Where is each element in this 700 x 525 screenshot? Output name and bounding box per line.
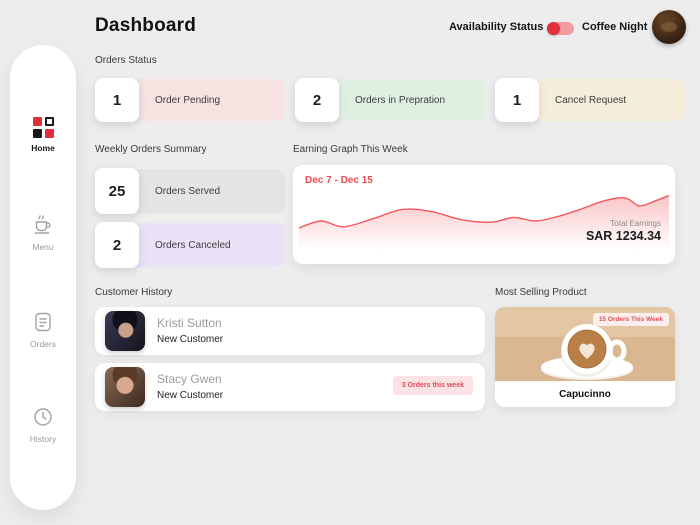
product-name: Capucinno [495,381,675,407]
most-selling-label: Most Selling Product [495,287,587,298]
cancel-request-count: 1 [495,78,539,122]
order-pending-card: 1 Order Pending [95,78,285,122]
customer-row[interactable]: Stacy Gwen New Customer 3 Orders this we… [95,363,485,411]
sidebar-item-history[interactable]: History [10,405,76,444]
customer-avatar [105,367,145,407]
earning-graph-chart [299,194,669,250]
orders-in-preparation-card: 2 Orders in Prepration [295,78,485,122]
cancel-request-card: 1 Cancel Request [495,78,685,122]
order-pending-label: Order Pending [155,94,221,106]
orders-served-label: Orders Served [155,185,221,197]
customer-name: Stacy Gwen [157,372,222,386]
sidebar-item-label: Home [31,143,55,153]
total-earnings-value: SAR 1234.34 [585,229,661,243]
toggle-knob [547,22,560,35]
availability-toggle[interactable] [547,22,574,35]
sidebar-item-label: History [29,434,57,444]
orders-status-label: Orders Status [95,55,157,66]
earning-graph-card: Dec 7 - Dec 15 Total Earnings SAR 1234.3… [293,165,675,264]
orders-canceled-count: 2 [95,222,139,268]
sidebar-item-home[interactable]: Home [10,113,76,153]
sidebar-item-orders[interactable]: Orders [10,310,76,349]
orders-served-card: 25 Orders Served [95,168,285,214]
customer-history-label: Customer History [95,287,173,298]
customer-subtitle: New Customer [157,334,224,345]
customer-orders-badge: 3 Orders this week [392,376,473,395]
profile-avatar[interactable] [652,10,686,44]
customer-name: Kristi Sutton [157,316,222,330]
orders-canceled-card: 2 Orders Canceled [95,222,285,268]
orders-in-preparation-count: 2 [295,78,339,122]
most-selling-product-card: 15 Orders This Week Capucinno [495,307,675,407]
orders-canceled-label: Orders Canceled [155,239,231,251]
weekly-summary-label: Weekly Orders Summary [95,144,207,155]
brand-name: Coffee Night [582,21,648,33]
cancel-request-label: Cancel Request [555,94,627,106]
page-title: Dashboard [95,15,197,36]
customer-subtitle: New Customer [157,390,224,401]
history-clock-icon [34,408,52,426]
sidebar-item-menu[interactable]: Menu [10,213,76,252]
sidebar: Home Menu Orders History [10,45,76,510]
sidebar-item-label: Menu [32,242,54,252]
earning-graph-label: Earning Graph This Week [293,144,408,155]
customer-avatar [105,311,145,351]
product-orders-badge: 15 Orders This Week [592,313,669,326]
total-earnings-label: Total Earnings [610,219,661,228]
order-list-icon [35,312,51,332]
order-pending-count: 1 [95,78,139,122]
customer-row[interactable]: Kristi Sutton New Customer [95,307,485,355]
orders-served-count: 25 [95,168,139,214]
orders-in-preparation-label: Orders in Prepration [355,94,446,106]
sidebar-item-label: Orders [30,339,56,349]
home-grid-icon [32,117,54,138]
date-range: Dec 7 - Dec 15 [305,175,373,186]
coffee-cup-icon [34,215,51,234]
availability-status-label: Availability Status [449,21,544,33]
